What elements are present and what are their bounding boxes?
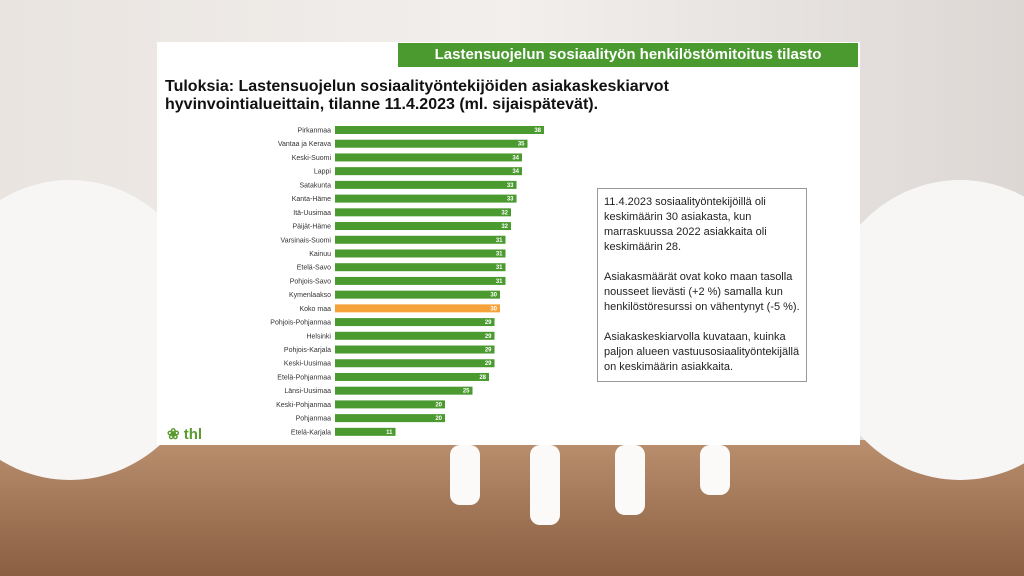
chart: Pirkanmaa 38 Vantaa ja Kerava 35 Keski-Suomi…	[270, 126, 544, 436]
value-label: 33	[507, 183, 514, 189]
category-label: Länsi-Uusimaa	[284, 388, 331, 395]
bar	[335, 235, 506, 244]
logo: ❀ thl	[167, 426, 203, 443]
value-label: 30	[490, 306, 497, 312]
bar	[335, 345, 495, 354]
note-paragraph: Asiakasmäärät ovat koko maan tasolla nou…	[604, 271, 800, 313]
category-label: Keski-Pohjanmaa	[276, 402, 331, 409]
value-label: 35	[518, 142, 525, 148]
category-label: Itä-Uusimaa	[293, 210, 331, 217]
bar	[335, 167, 522, 176]
note-box: 11.4.2023 sosiaalityöntekijöillä oli kes…	[597, 188, 807, 382]
value-label: 31	[496, 265, 503, 271]
category-label: Pohjois-Karjala	[284, 347, 331, 354]
banner: Lastensuojelun sosiaalityön henkilöstömi…	[398, 43, 858, 67]
category-label: Keski-Suomi	[292, 155, 332, 162]
bar	[335, 386, 473, 395]
category-label: Päijät-Häme	[292, 224, 331, 231]
bar	[335, 153, 522, 162]
bar	[335, 126, 544, 134]
category-label: Keski-Uusimaa	[284, 361, 331, 368]
category-label: Kymenlaakso	[289, 292, 331, 299]
logo-text: thl	[183, 426, 203, 443]
chart-title: Tuloksia: Lastensuojelun sosiaalityöntek…	[165, 78, 669, 113]
value-label: 31	[496, 238, 503, 244]
category-label: Varsinais-Suomi	[281, 237, 332, 244]
value-label: 33	[507, 197, 514, 203]
value-label: 30	[490, 293, 497, 299]
category-label: Etelä-Karjala	[291, 429, 331, 436]
bar	[335, 414, 445, 423]
category-label: Etelä-Pohjanmaa	[277, 374, 331, 381]
value-label: 34	[512, 169, 519, 175]
note-paragraph: Asiakaskeskiarvolla kuvataan, kuinka pal…	[604, 331, 800, 373]
value-label: 38	[534, 128, 541, 134]
value-label: 25	[463, 389, 470, 395]
value-label: 28	[479, 375, 486, 381]
bar	[335, 194, 517, 203]
value-label: 20	[435, 402, 442, 408]
category-label: Pohjois-Pohjanmaa	[270, 320, 331, 327]
bar	[335, 222, 511, 231]
category-label: Etelä-Savo	[297, 265, 331, 272]
value-label: 29	[485, 320, 492, 326]
category-label: Koko maa	[299, 306, 331, 313]
card: Lastensuojelun sosiaalityön henkilöstömi…	[157, 42, 860, 445]
category-label: Pohjois-Savo	[290, 278, 331, 285]
note-paragraph: 11.4.2023 sosiaalityöntekijöillä oli kes…	[604, 196, 767, 253]
bar	[335, 180, 517, 189]
bar	[335, 249, 506, 258]
category-label: Kainuu	[309, 251, 331, 258]
value-label: 31	[496, 279, 503, 285]
value-label: 29	[485, 334, 492, 340]
value-label: 20	[435, 416, 442, 422]
category-label: Kanta-Häme	[292, 196, 331, 203]
category-label: Helsinki	[306, 333, 331, 340]
category-label: Vantaa ja Kerava	[278, 141, 331, 148]
category-label: Satakunta	[299, 182, 331, 189]
category-label: Lappi	[314, 169, 332, 176]
value-label: 29	[485, 361, 492, 367]
value-label: 29	[485, 348, 492, 354]
bar	[335, 290, 500, 299]
value-label: 11	[386, 430, 393, 436]
bar	[335, 263, 506, 272]
bar	[335, 276, 506, 285]
bar	[335, 331, 495, 340]
value-label: 32	[501, 210, 508, 216]
bar	[335, 372, 489, 381]
category-label: Pirkanmaa	[298, 128, 332, 135]
value-label: 31	[496, 251, 503, 257]
value-label: 32	[501, 224, 508, 230]
bar	[335, 208, 511, 217]
bar	[335, 139, 528, 148]
value-label: 34	[512, 155, 519, 161]
bar	[335, 400, 445, 409]
bar	[335, 359, 495, 368]
bar	[335, 304, 500, 313]
bar	[335, 318, 495, 327]
bar	[335, 427, 396, 436]
category-label: Pohjanmaa	[296, 416, 332, 423]
